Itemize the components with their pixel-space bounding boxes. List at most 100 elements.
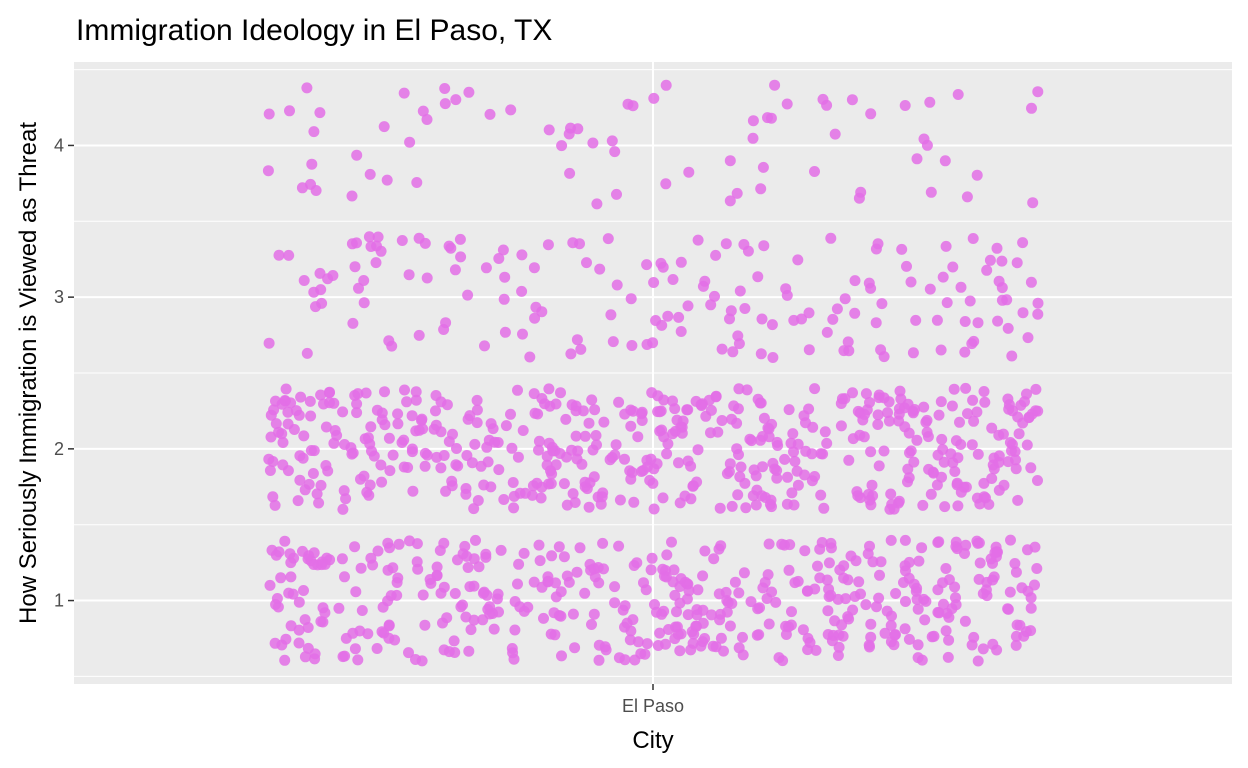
data-point xyxy=(831,303,843,315)
data-point xyxy=(315,284,327,296)
data-point xyxy=(279,654,291,666)
data-point xyxy=(282,406,294,418)
data-point xyxy=(821,437,833,449)
data-point xyxy=(814,543,826,555)
data-point xyxy=(569,642,581,654)
data-point xyxy=(627,405,639,417)
data-point xyxy=(593,654,605,666)
data-point xyxy=(277,437,289,448)
data-point xyxy=(667,395,678,407)
data-point xyxy=(879,627,891,639)
data-point xyxy=(488,623,500,635)
data-point xyxy=(950,541,962,553)
data-point xyxy=(1032,308,1044,320)
data-point xyxy=(383,632,395,644)
data-point xyxy=(301,82,313,94)
data-point xyxy=(710,249,722,261)
data-point xyxy=(355,473,366,485)
data-point xyxy=(974,498,986,510)
data-point xyxy=(377,601,389,613)
data-point xyxy=(744,433,756,445)
data-point xyxy=(941,297,953,309)
data-point xyxy=(641,638,653,650)
data-point xyxy=(265,409,277,421)
data-point xyxy=(912,652,924,664)
data-point xyxy=(911,153,923,165)
data-point xyxy=(263,108,275,120)
data-point xyxy=(299,484,311,496)
data-point xyxy=(383,432,395,444)
data-point xyxy=(306,158,318,170)
data-point xyxy=(911,582,923,594)
data-point xyxy=(1017,237,1029,249)
data-point xyxy=(827,313,839,325)
data-point xyxy=(606,135,618,147)
data-point xyxy=(1025,602,1037,614)
data-point xyxy=(1002,603,1014,615)
data-point xyxy=(293,624,305,636)
data-point xyxy=(799,469,810,481)
data-point xyxy=(419,619,431,631)
data-point xyxy=(823,557,835,569)
data-point xyxy=(907,347,919,359)
data-point xyxy=(538,612,549,624)
data-point xyxy=(619,600,631,612)
data-point xyxy=(788,499,800,511)
data-point xyxy=(583,417,595,429)
data-point xyxy=(911,593,923,605)
data-point xyxy=(986,422,998,434)
data-point xyxy=(625,293,637,305)
data-point xyxy=(959,346,971,358)
y-tick-label: 1 xyxy=(54,591,64,611)
data-point xyxy=(450,94,462,106)
data-point xyxy=(518,547,530,559)
data-point xyxy=(346,448,358,460)
data-point xyxy=(375,245,387,257)
data-point xyxy=(315,479,327,491)
data-point xyxy=(512,384,523,396)
data-point xyxy=(714,614,726,626)
data-point xyxy=(337,503,349,515)
data-point xyxy=(874,569,885,581)
data-point xyxy=(739,303,751,314)
data-point xyxy=(853,576,865,588)
data-point xyxy=(406,443,418,455)
data-point xyxy=(370,257,382,269)
data-point xyxy=(604,454,616,466)
data-point xyxy=(972,317,984,329)
data-point xyxy=(264,579,276,591)
y-tick-label: 4 xyxy=(54,135,64,155)
data-point xyxy=(876,298,888,310)
data-point xyxy=(866,479,878,491)
data-point xyxy=(932,584,944,596)
data-point xyxy=(883,415,895,427)
data-point xyxy=(724,155,736,167)
data-point xyxy=(555,610,567,622)
data-point xyxy=(417,589,429,601)
data-point xyxy=(406,410,418,422)
data-point xyxy=(273,249,285,261)
chart-title: Immigration Ideology in El Paso, TX xyxy=(76,14,552,47)
data-point xyxy=(675,326,687,337)
data-point xyxy=(1032,86,1044,98)
data-point xyxy=(727,346,739,358)
data-point xyxy=(933,536,945,548)
data-point xyxy=(392,572,404,584)
data-point xyxy=(351,407,363,419)
data-point xyxy=(875,556,887,568)
data-point xyxy=(1032,297,1044,309)
data-point xyxy=(365,241,377,252)
data-point xyxy=(320,460,332,471)
data-point xyxy=(870,243,882,255)
data-point xyxy=(993,450,1005,462)
data-point xyxy=(661,448,673,460)
data-point xyxy=(916,542,928,554)
data-point xyxy=(518,605,530,617)
data-point xyxy=(316,559,328,571)
data-point xyxy=(899,623,911,635)
data-point xyxy=(922,431,934,443)
data-point xyxy=(387,449,399,461)
data-point xyxy=(699,633,711,644)
data-point xyxy=(563,576,575,588)
data-point xyxy=(417,105,429,117)
